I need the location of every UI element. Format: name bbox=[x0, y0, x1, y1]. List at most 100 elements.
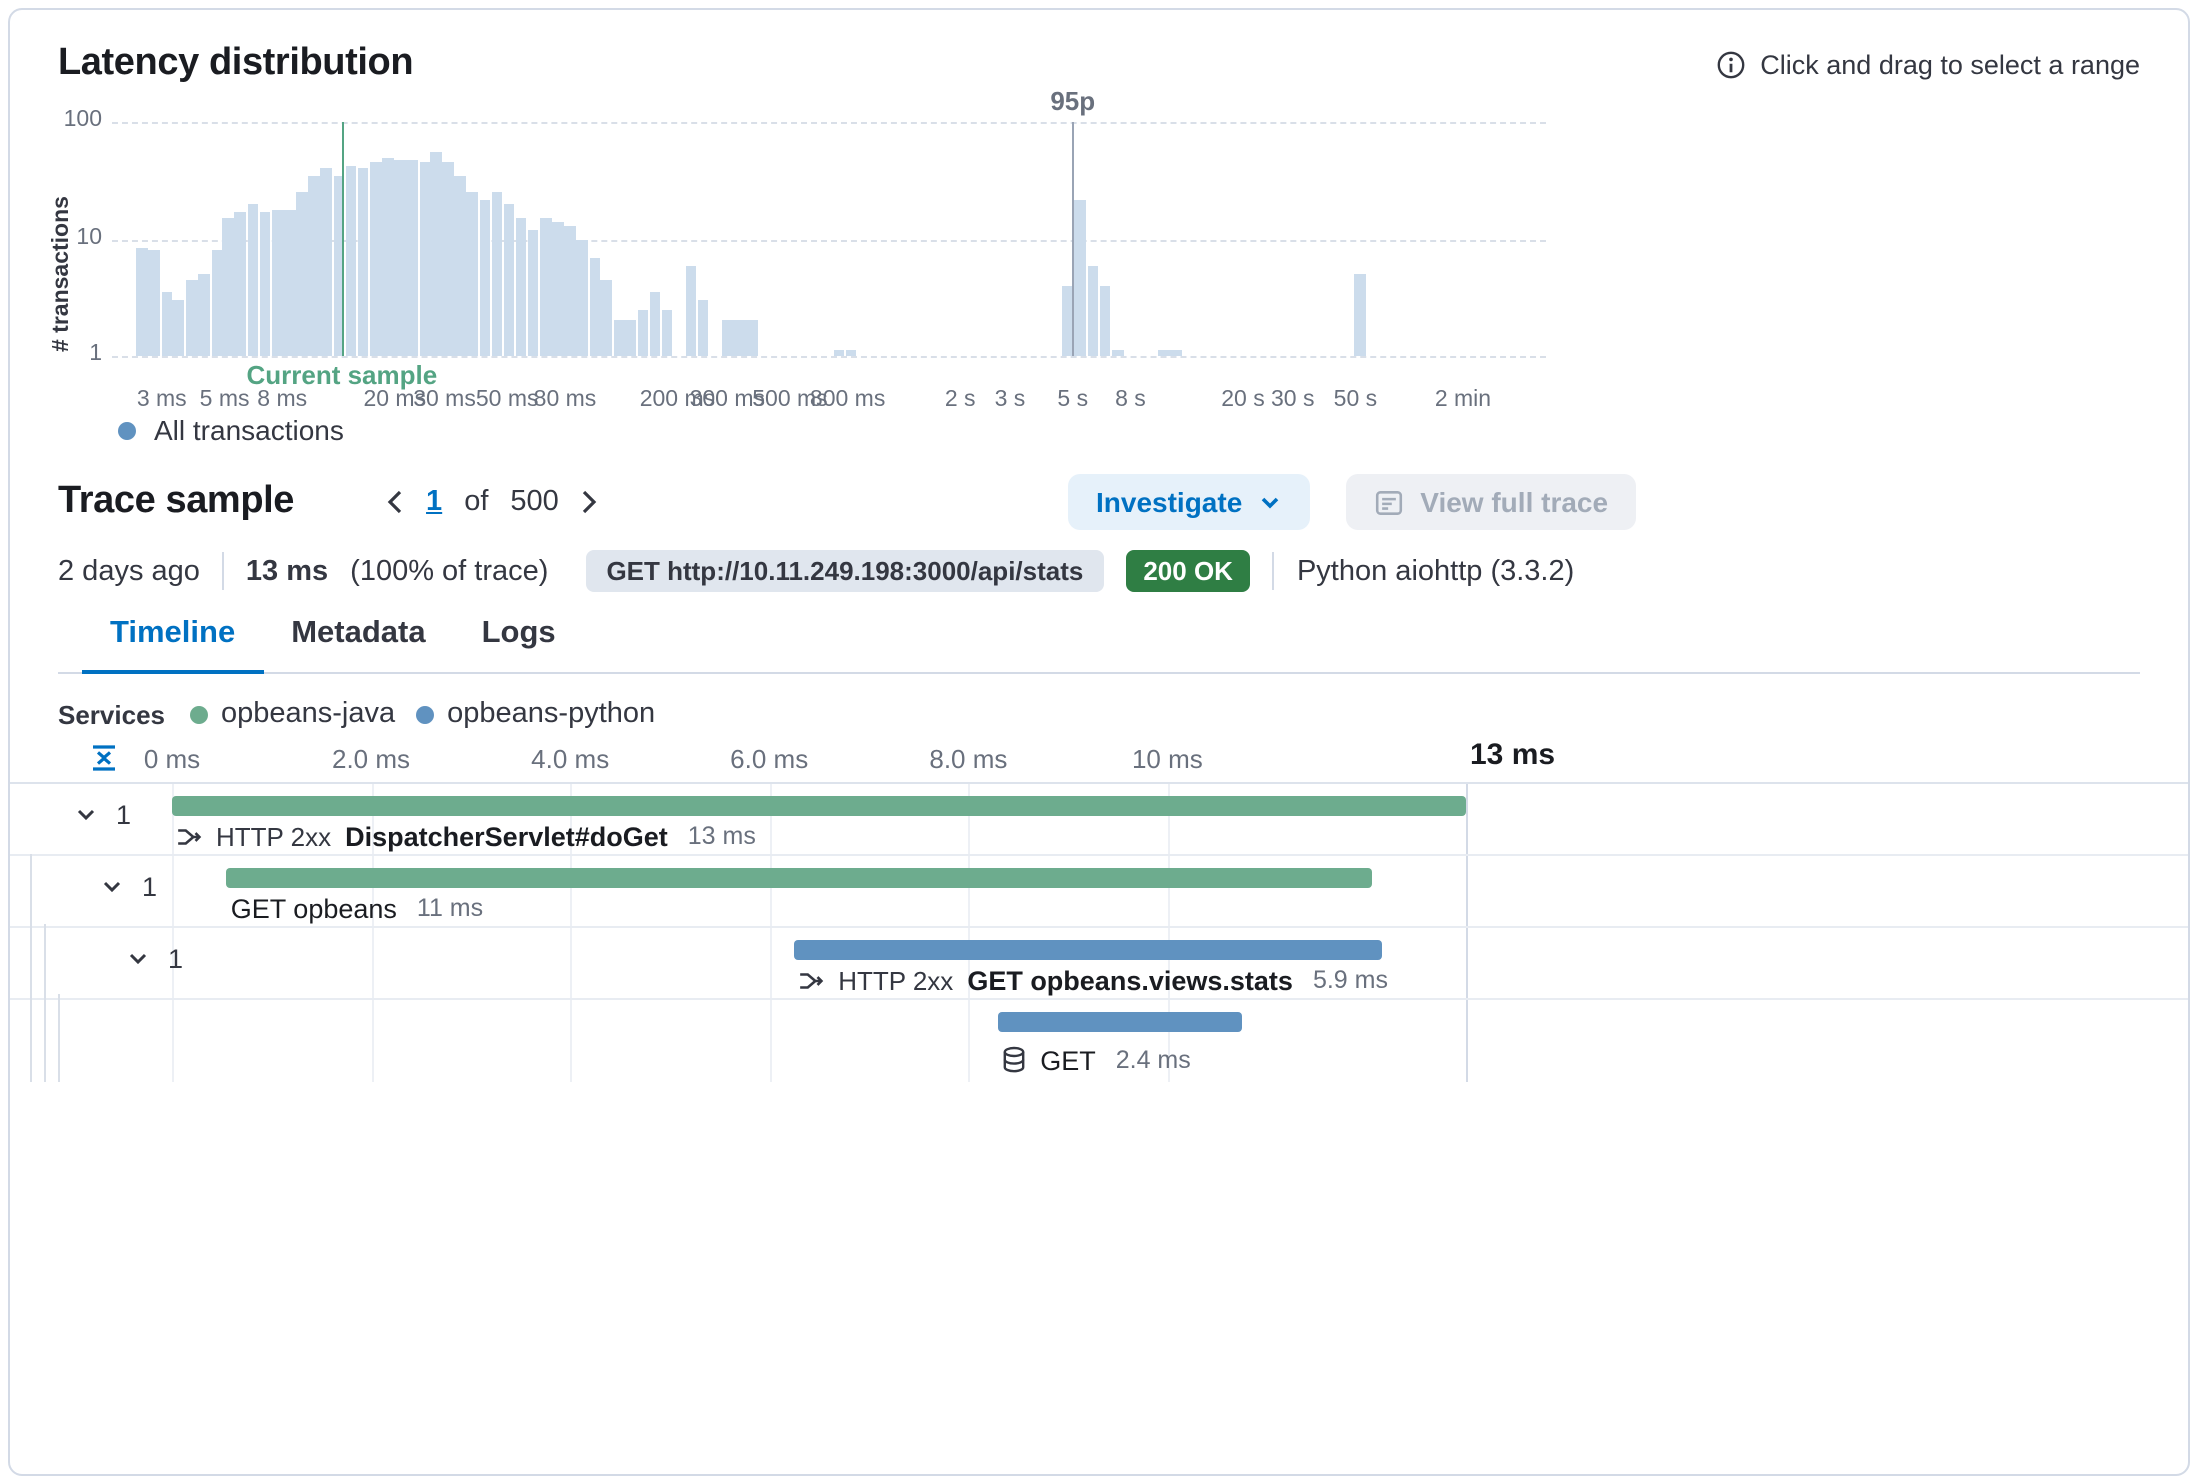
histogram-bar[interactable] bbox=[211, 250, 223, 356]
histogram-bar[interactable] bbox=[833, 350, 845, 356]
grid-line bbox=[570, 783, 573, 1081]
histogram-bar[interactable] bbox=[430, 152, 443, 356]
histogram-bar[interactable] bbox=[552, 221, 564, 356]
histogram-bar[interactable] bbox=[272, 209, 284, 356]
histogram-bar[interactable] bbox=[284, 209, 296, 356]
span-label[interactable]: HTTP 2xx DispatcherServlet#doGet 13 ms bbox=[176, 821, 756, 851]
histogram-bar[interactable] bbox=[172, 300, 185, 356]
prev-sample-button[interactable] bbox=[386, 488, 404, 516]
chart-legend-item[interactable]: All transactions bbox=[118, 414, 2140, 446]
histogram-bar[interactable] bbox=[722, 320, 734, 356]
histogram-bar[interactable] bbox=[1087, 265, 1099, 356]
histogram-bar[interactable] bbox=[685, 265, 697, 356]
histogram-bar[interactable] bbox=[369, 162, 382, 356]
current-page-link[interactable]: 1 bbox=[426, 486, 443, 518]
histogram-bar[interactable] bbox=[734, 320, 746, 356]
histogram-bar[interactable] bbox=[466, 192, 478, 356]
latency-x-tick: 2 min bbox=[1434, 388, 1492, 412]
waterfall-row[interactable]: 1 HTTP 2xx GET opbeans.views.stats 5.9 ms bbox=[10, 925, 2188, 997]
histogram-bar[interactable] bbox=[308, 175, 321, 356]
histogram-bar[interactable] bbox=[419, 162, 431, 356]
span-bar[interactable] bbox=[226, 867, 1372, 887]
histogram-bar[interactable] bbox=[697, 300, 709, 356]
histogram-bar[interactable] bbox=[637, 309, 649, 356]
histogram-bar[interactable] bbox=[540, 218, 552, 356]
grid-line bbox=[172, 783, 174, 1081]
histogram-bar[interactable] bbox=[1099, 285, 1111, 356]
histogram-bar[interactable] bbox=[746, 320, 758, 356]
histogram-bar[interactable] bbox=[527, 229, 539, 356]
histogram-bar[interactable] bbox=[148, 250, 161, 356]
waterfall-row[interactable]: 1 GET opbeans 11 ms bbox=[10, 853, 2188, 925]
trace-actions: Investigate View full trace bbox=[1068, 474, 1637, 530]
latency-x-tick: 5 ms bbox=[199, 388, 250, 412]
tab-metadata[interactable]: Metadata bbox=[291, 616, 426, 650]
tab-logs[interactable]: Logs bbox=[481, 616, 556, 650]
latency-x-tick: 5 s bbox=[1057, 388, 1089, 412]
histogram-bar[interactable] bbox=[576, 239, 588, 356]
grid-line bbox=[371, 783, 373, 1081]
histogram-bar[interactable] bbox=[1170, 350, 1182, 356]
histogram-bar[interactable] bbox=[247, 203, 259, 356]
histogram-bar[interactable] bbox=[442, 162, 455, 356]
expand-toggle[interactable]: 1 bbox=[100, 871, 157, 901]
histogram-bar[interactable] bbox=[382, 157, 394, 356]
histogram-bar[interactable] bbox=[1111, 350, 1124, 356]
waterfall-row[interactable]: GET 2.4 ms bbox=[10, 997, 2188, 1087]
span-duration: 11 ms bbox=[416, 894, 484, 922]
histogram-bar[interactable] bbox=[454, 175, 466, 356]
next-sample-button[interactable] bbox=[581, 488, 599, 516]
latency-x-tick: 20 s bbox=[1221, 388, 1265, 412]
histogram-bar[interactable] bbox=[296, 192, 308, 356]
latency-x-tick: 50 ms bbox=[475, 388, 539, 412]
span-label[interactable]: HTTP 2xx GET opbeans.views.stats 5.9 ms bbox=[798, 965, 1388, 995]
span-bar[interactable] bbox=[998, 1011, 1242, 1031]
histogram-bar[interactable] bbox=[357, 168, 369, 356]
histogram-bar[interactable] bbox=[333, 175, 345, 356]
histogram-bar[interactable] bbox=[515, 218, 527, 356]
service-legend-opbeans-java: opbeans-java bbox=[189, 698, 395, 730]
tab-timeline[interactable]: Timeline bbox=[82, 600, 263, 674]
histogram-bar[interactable] bbox=[589, 257, 601, 356]
histogram-bar[interactable] bbox=[222, 218, 234, 356]
histogram-bar[interactable] bbox=[406, 159, 418, 356]
histogram-bar[interactable] bbox=[136, 247, 148, 356]
investigate-button[interactable]: Investigate bbox=[1068, 474, 1311, 530]
histogram-bar[interactable] bbox=[1158, 350, 1170, 356]
histogram-bar[interactable] bbox=[564, 225, 576, 356]
histogram-bar[interactable] bbox=[845, 350, 857, 356]
expand-toggle[interactable]: 1 bbox=[74, 799, 131, 829]
histogram-bar[interactable] bbox=[661, 309, 673, 356]
histogram-bar[interactable] bbox=[198, 274, 210, 356]
histogram-bar[interactable] bbox=[491, 192, 503, 356]
histogram-bar[interactable] bbox=[1062, 285, 1074, 356]
collapse-all-button[interactable] bbox=[88, 741, 120, 773]
histogram-bar[interactable] bbox=[613, 320, 625, 356]
latency-histogram-plot[interactable]: 3 ms 5 ms 8 ms 20 ms 30 ms 50 ms 80 ms 200 ms 30… bbox=[112, 86, 1546, 412]
histogram-bar[interactable] bbox=[234, 212, 246, 356]
span-prefix: HTTP 2xx bbox=[216, 821, 332, 851]
histogram-bar[interactable] bbox=[624, 320, 636, 356]
waterfall-section: 0 ms 2.0 ms 4.0 ms 6.0 ms 8.0 ms 10 ms 13 ms 1… bbox=[10, 735, 2188, 1081]
span-label[interactable]: GET 2.4 ms bbox=[1002, 1045, 1191, 1075]
histogram-bar[interactable] bbox=[600, 279, 612, 356]
span-bar[interactable] bbox=[794, 939, 1382, 959]
histogram-bar[interactable] bbox=[1074, 199, 1086, 356]
waterfall-row[interactable]: 1 HTTP 2xx DispatcherServlet#doGet 13 ms bbox=[10, 783, 2188, 853]
histogram-bar[interactable] bbox=[185, 279, 197, 356]
span-label[interactable]: GET opbeans 11 ms bbox=[231, 893, 483, 923]
span-bar[interactable] bbox=[172, 795, 1466, 815]
chevron-down-icon bbox=[100, 874, 124, 898]
histogram-bar[interactable] bbox=[393, 159, 406, 356]
histogram-bar[interactable] bbox=[1354, 274, 1366, 356]
histogram-bar[interactable] bbox=[649, 292, 661, 356]
expand-toggle[interactable]: 1 bbox=[126, 943, 183, 973]
histogram-bar[interactable] bbox=[259, 212, 271, 356]
histogram-bar[interactable] bbox=[503, 203, 515, 356]
histogram-bar[interactable] bbox=[479, 199, 491, 356]
histogram-bar[interactable] bbox=[320, 168, 332, 356]
histogram-bar[interactable] bbox=[345, 166, 357, 356]
histogram-bar[interactable] bbox=[161, 292, 173, 356]
view-full-trace-button[interactable]: View full trace bbox=[1346, 474, 1637, 530]
latency-chart[interactable]: # transactions 100 10 1 3 ms 5 ms 8 ms 20 m… bbox=[50, 86, 2140, 412]
